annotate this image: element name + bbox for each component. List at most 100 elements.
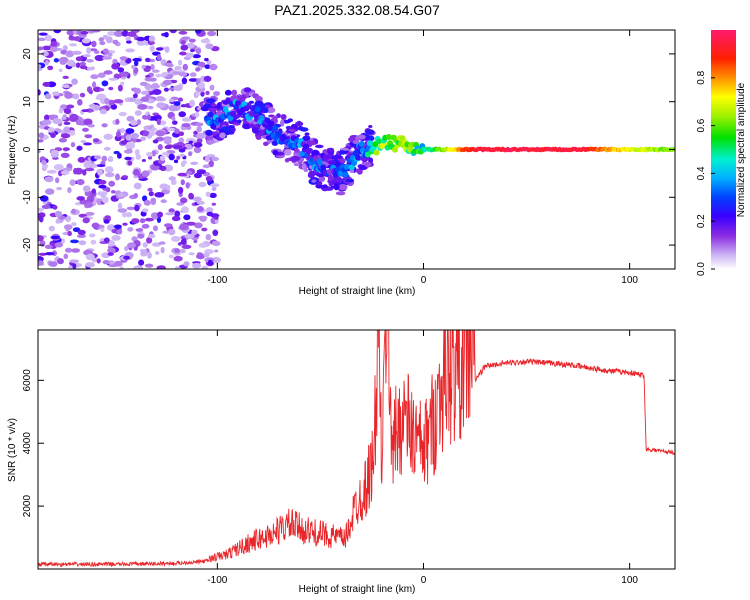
noise-blob [189,72,197,77]
noise-blob [177,97,183,102]
y-tick-label: 6000 [22,369,33,392]
ridge-blob [358,141,365,147]
noise-blob [50,149,59,156]
ridge-spread-blob [294,148,300,153]
noise-blob [148,156,153,160]
ridge-spread-blob [288,128,296,132]
ridge-blob [320,164,327,171]
noise-blob [146,237,153,244]
noise-blob [105,172,115,178]
noise-blob [41,204,51,209]
noise-blob [50,41,58,47]
ridge-blob [230,110,236,117]
noise-blob [63,126,70,133]
noise-blob [200,91,205,97]
ridge-spread-blob [345,178,355,183]
noise-blob [195,48,202,55]
noise-blob [150,83,160,90]
noise-blob [88,89,93,95]
noise-blob [145,217,154,222]
colorbar-tick-label: 0.2 [696,214,707,228]
noise-blob [114,260,123,267]
ridge-spread-blob [304,132,310,136]
noise-blob [90,74,99,80]
noise-blob [167,74,174,78]
noise-blob [163,138,172,145]
noise-blob [92,81,97,88]
noise-blob [57,258,64,265]
noise-blob [102,34,109,40]
noise-blob [181,77,188,85]
ridge-spread-blob [315,144,324,149]
noise-blob [174,65,182,71]
noise-blob [140,90,150,95]
noise-blob [177,172,188,177]
x-tick-label: 0 [421,275,427,286]
noise-blob [71,248,81,253]
noise-blob [38,215,44,223]
noise-blob [125,48,135,53]
ridge-spread-blob [356,134,366,140]
noise-blob [38,260,44,265]
ridge-spread-blob [349,169,355,174]
ridge-spread-blob [208,107,218,112]
ridge-spread-blob [326,147,334,152]
noise-blob [155,130,166,137]
noise-blob [209,192,217,199]
noise-blob [76,30,83,36]
noise-blob [116,229,123,235]
noise-blob [86,59,94,63]
noise-blob [103,237,110,243]
noise-blob [133,174,138,179]
noise-blob [152,112,159,116]
ridge-blob [254,106,261,113]
noise-blob [58,68,63,73]
noise-blob [122,222,128,226]
noise-blob [99,41,106,46]
noise-blob [198,215,208,220]
noise-blob [196,169,206,175]
noise-blob [44,244,53,249]
ridge-spread-blob [302,135,311,142]
noise-blob [65,50,75,58]
noise-blob [63,253,69,260]
noise-blob [147,187,153,192]
noise-blob [58,107,64,114]
noise-blob [195,92,200,97]
noise-blob [125,128,135,134]
noise-blob [125,134,132,141]
noise-blob [155,96,165,102]
noise-blob [64,91,73,99]
ridge-blob [305,148,312,155]
noise-blob [119,71,129,77]
noise-blob [82,217,90,224]
noise-blob [186,145,193,150]
noise-blob [168,254,174,259]
noise-blob [189,99,196,107]
noise-blob [77,229,86,236]
noise-blob [152,242,161,247]
noise-blob [99,108,108,115]
noise-blob [197,61,206,68]
noise-blob [47,65,54,71]
noise-blob [71,222,77,227]
noise-blob [159,183,169,190]
ridge-spread-blob [242,123,252,130]
noise-blob [96,258,101,264]
ridge-spread-blob [240,94,247,101]
snr-marks [38,330,675,568]
noise-blob [163,87,169,92]
noise-blob [76,179,85,186]
noise-blob [135,228,143,232]
noise-blob [185,52,194,58]
noise-blob [98,37,105,42]
ridge-spread-blob [280,119,285,127]
ridge-blob [327,174,334,181]
ridge-blob [207,111,214,118]
noise-blob [214,249,219,253]
noise-blob [204,64,211,69]
noise-blob [153,225,158,232]
noise-blob [180,161,186,168]
noise-blob [201,265,208,269]
noise-blob [70,142,76,148]
